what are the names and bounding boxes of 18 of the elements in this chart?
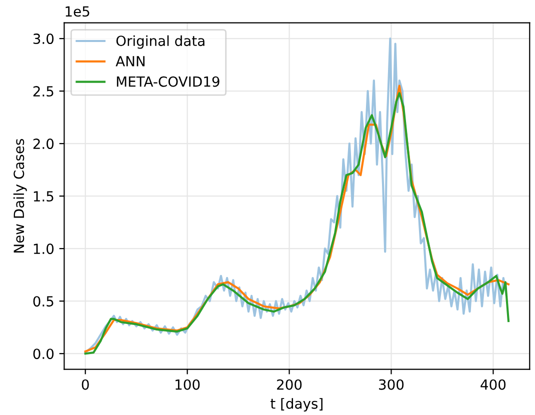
y-tick-label: 1.0 xyxy=(34,244,54,254)
x-tick-label: 200 xyxy=(277,379,302,390)
y-tick-label: 3.0 xyxy=(33,34,54,44)
x-tick-label: 0 xyxy=(82,379,89,390)
x-tick-label: 400 xyxy=(480,379,506,390)
y-tick-label: 1.5 xyxy=(34,191,54,202)
legend-label: Original data xyxy=(116,35,204,49)
x-tick-label: 100 xyxy=(176,379,200,390)
x-axis-title: t [days] xyxy=(270,398,322,412)
text: 1e5 xyxy=(66,6,90,17)
y-tick-label: 0.5 xyxy=(33,296,54,307)
x-tick-label: 300 xyxy=(379,379,404,390)
y-axis-title: New Daily Cases xyxy=(13,139,27,252)
legend-label: META-COVID19 xyxy=(116,76,220,87)
y-tick-label: 2.0 xyxy=(33,138,54,150)
y-tick-label: 0.0 xyxy=(33,348,54,360)
y-tick-label: 2.5 xyxy=(33,86,54,97)
legend-label: ANN xyxy=(116,56,145,66)
